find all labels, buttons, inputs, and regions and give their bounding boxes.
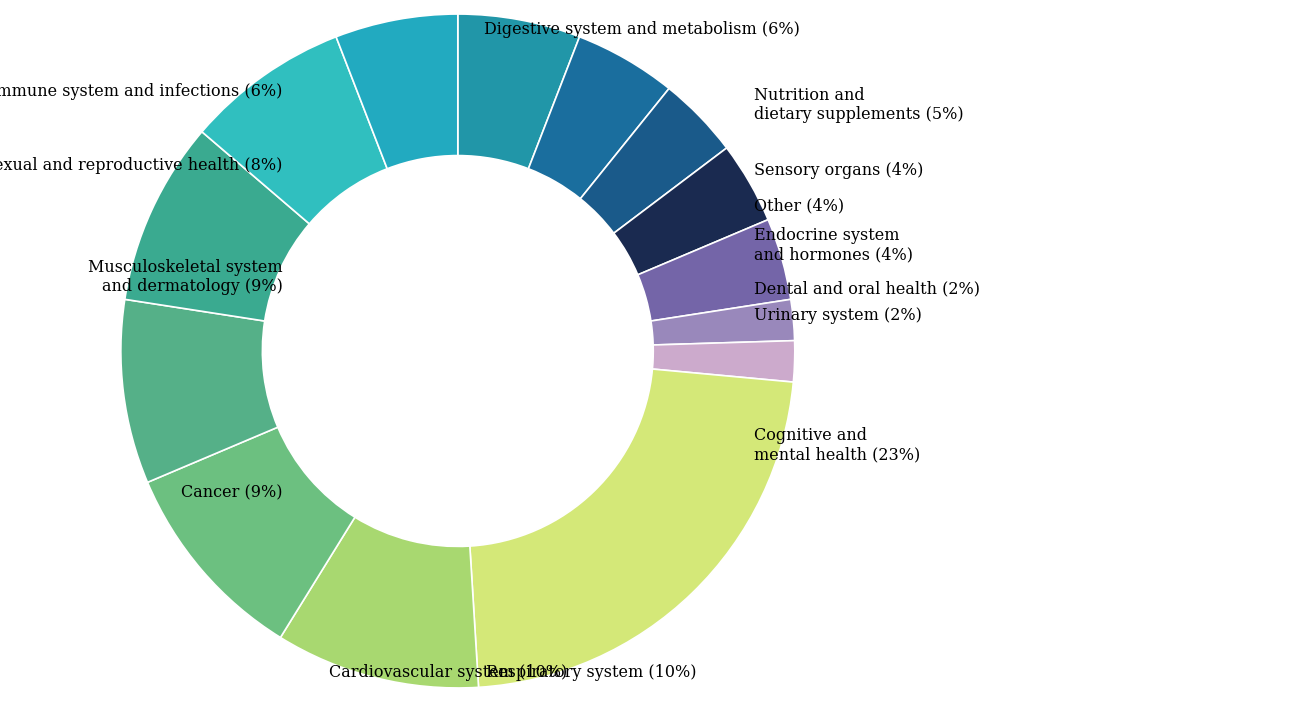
Wedge shape (613, 148, 768, 274)
Text: Other (4%): Other (4%) (755, 197, 844, 215)
Wedge shape (458, 14, 579, 168)
Text: Nutrition and
dietary supplements (5%): Nutrition and dietary supplements (5%) (755, 87, 964, 124)
Text: Cancer (9%): Cancer (9%) (181, 484, 282, 501)
Wedge shape (638, 220, 790, 321)
Text: Sensory organs (4%): Sensory organs (4%) (755, 162, 924, 179)
Wedge shape (202, 37, 387, 224)
Text: Digestive system and metabolism (6%): Digestive system and metabolism (6%) (483, 20, 800, 38)
Text: Sexual and reproductive health (8%): Sexual and reproductive health (8%) (0, 157, 282, 174)
Wedge shape (580, 88, 726, 233)
Wedge shape (653, 340, 794, 382)
Wedge shape (336, 14, 458, 168)
Text: Cognitive and
mental health (23%): Cognitive and mental health (23%) (755, 427, 920, 463)
Text: Musculoskeletal system
and dermatology (9%): Musculoskeletal system and dermatology (… (88, 258, 282, 295)
Wedge shape (470, 369, 793, 687)
Text: Immune system and infections (6%): Immune system and infections (6%) (0, 83, 282, 100)
Wedge shape (121, 299, 278, 482)
Text: Dental and oral health (2%): Dental and oral health (2%) (755, 280, 981, 297)
Wedge shape (147, 428, 355, 637)
Wedge shape (651, 299, 794, 345)
Text: Cardiovascular system (10%): Cardiovascular system (10%) (328, 664, 567, 682)
Text: Endocrine system
and hormones (4%): Endocrine system and hormones (4%) (755, 227, 914, 263)
Wedge shape (528, 37, 670, 199)
Wedge shape (281, 517, 478, 688)
Text: Respiratory system (10%): Respiratory system (10%) (486, 664, 696, 682)
Text: Urinary system (2%): Urinary system (2%) (755, 307, 922, 324)
Wedge shape (125, 132, 310, 321)
